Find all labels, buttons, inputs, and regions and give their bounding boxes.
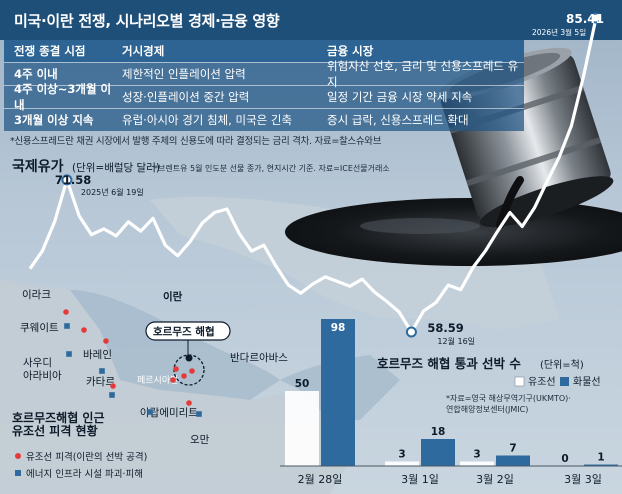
legend-marker-attack <box>15 453 21 459</box>
scenario-table: 전쟁 종결 시점 거시경제 금융 시장 4주 이내 제한적인 인플레이션 압력 … <box>4 40 524 131</box>
map-label-hormuz: 호르무즈 해협 <box>153 325 215 338</box>
table-cell: 제한적인 인플레이션 압력 <box>122 67 246 81</box>
map-label-iran: 이란 <box>163 290 183 303</box>
table-cell: 유럽·아시아 경기 침체, 미국은 긴축 <box>122 113 293 127</box>
map-label-bandar-abbas: 반다르아바스 <box>230 352 288 364</box>
bar-tanker <box>285 391 319 466</box>
tanker-attack-marker <box>173 366 179 372</box>
bar-value-label: 50 <box>295 378 310 390</box>
oil-chart-note: *브렌트유 5월 인도분 선물 종가, 현지시간 기준. 자료=ICE선물거래소 <box>154 163 390 173</box>
map-label-iraq: 이라크 <box>22 289 51 301</box>
infrastructure-damage-marker <box>64 323 70 329</box>
map-label-oman: 오만 <box>190 434 210 446</box>
table-cell: 3개월 이상 지속 <box>14 113 94 127</box>
table-note: *신용스프레드란 채권 시장에서 발행 주체의 신용도에 따라 결정되는 금리 … <box>10 136 382 147</box>
oil-chart-title: 국제유가 <box>12 159 64 175</box>
tanker-attack-marker <box>103 338 109 344</box>
map-label-qatar: 카타르 <box>86 376 115 388</box>
hormuz-point <box>185 354 193 362</box>
legend-swatch-tanker <box>514 376 525 387</box>
bar-value-label: 7 <box>509 443 516 455</box>
persian-gulf <box>70 290 280 400</box>
infrastructure-damage-marker <box>66 351 72 357</box>
map-label-saudi: 사우디 아라비아 <box>23 357 62 382</box>
last-value-label: 85.41 <box>566 12 604 26</box>
bar-value-label: 1 <box>597 452 604 464</box>
legend-marker-infrastructure <box>15 470 21 476</box>
bar-category-label: 3월 1일 <box>401 472 439 486</box>
legend-swatch-cargo <box>560 377 569 386</box>
bar-chart-note: *자료=영국 해상무역기구(UKMTO)· 연합해양정보센터(JMIC) <box>446 393 571 414</box>
low-marker <box>405 326 417 338</box>
bar-category-label: 2월 28일 <box>298 472 343 486</box>
legend-label-infrastructure: 에너지 인프라 시설 파괴·피해 <box>26 468 143 480</box>
infrastructure-damage-marker <box>196 411 202 417</box>
low-date-label: 12월 16일 <box>437 336 475 346</box>
bar-cargo <box>321 319 355 466</box>
map-label-kuwait: 쿠웨이트 <box>20 322 59 334</box>
bar-tanker <box>385 461 419 466</box>
bar-value-label: 18 <box>431 426 446 438</box>
bar-cargo <box>496 455 530 466</box>
bar-value-label: 3 <box>398 449 405 461</box>
tanker-attack-marker <box>181 373 187 379</box>
header-cell: 전쟁 종결 시점 <box>14 44 86 58</box>
high-date-label: 2025년 6월 19일 <box>81 187 144 197</box>
header-cell: 거시경제 <box>122 44 165 58</box>
bar-chart-title: 호르무즈 해협 통과 선박 수 <box>377 356 521 371</box>
tanker-attack-marker <box>110 383 116 389</box>
last-marker <box>590 12 602 24</box>
bar-value-label: 0 <box>561 453 568 465</box>
high-value-label: 71.58 <box>55 173 91 187</box>
bar-tanker <box>460 461 494 466</box>
legend-label-cargo: 화물선 <box>573 376 601 388</box>
table-cell: 위험자산 선호, 금리 및 신용스프레드 유지 <box>327 59 519 89</box>
table-cell: 성장·인플레이션 중간 압력 <box>122 90 250 104</box>
legend-label-tanker: 유조선 <box>528 376 556 388</box>
table-row: 4주 이상~3개월 이내 성장·인플레이션 중간 압력 일정 기간 금융 시장 … <box>4 82 524 112</box>
table-row: 4주 이내 제한적인 인플레이션 압력 위험자산 선호, 금리 및 신용스프레드… <box>4 59 524 89</box>
table-header-row: 전쟁 종결 시점 거시경제 금융 시장 <box>4 40 524 62</box>
bar-value-label: 98 <box>331 322 346 334</box>
infrastructure-damage-marker <box>109 392 115 398</box>
oil-chart-unit: (단위=배럴당 달러) <box>72 161 160 174</box>
bar-cargo <box>421 439 455 466</box>
bar-value-label: 3 <box>473 449 480 461</box>
map-label-bahrain: 바레인 <box>83 349 112 361</box>
land-arabia <box>0 280 350 494</box>
map-label-persian-gulf: 페르시아만 <box>137 375 178 386</box>
last-date-label: 2026년 3월 5일 <box>532 27 586 37</box>
tanker-attack-marker <box>63 309 69 315</box>
high-marker <box>61 174 73 186</box>
table-cell: 4주 이상~3개월 이내 <box>14 82 112 112</box>
header-bar <box>0 0 622 40</box>
oil-price-line <box>28 17 598 334</box>
bar-chart-unit: (단위=척) <box>540 358 584 371</box>
low-value-label: 58.59 <box>427 321 463 335</box>
tanker-attack-marker <box>189 368 195 374</box>
bar-category-label: 3월 2일 <box>476 472 514 486</box>
tanker-attack-marker <box>81 327 87 333</box>
infrastructure-damage-marker <box>147 409 153 415</box>
bar-cargo <box>584 464 618 466</box>
table-cell: 일정 기간 금융 시장 약세 지속 <box>327 90 473 104</box>
tanker-attack-marker <box>186 400 192 406</box>
map-title: 호르무즈해협 인근 유조선 피격 현황 <box>12 410 105 438</box>
tanker-attack-marker <box>170 377 176 383</box>
header-cell: 금융 시장 <box>327 44 374 58</box>
bar-category-label: 3월 3일 <box>564 472 602 486</box>
table-cell: 증시 급락, 신용스프레드 확대 <box>327 113 469 127</box>
page-title: 미국·이란 전쟁, 시나리오별 경제·금융 영향 <box>14 12 280 30</box>
map-label-uae: 아랍에미리트 <box>140 406 198 419</box>
table-row: 3개월 이상 지속 유럽·아시아 경기 침체, 미국은 긴축 증시 급락, 신용… <box>4 108 524 131</box>
infrastructure-damage-marker <box>99 368 105 374</box>
table-cell: 4주 이내 <box>14 67 58 81</box>
legend-label-attack: 유조선 피격(이란의 선박 공격) <box>26 451 147 463</box>
